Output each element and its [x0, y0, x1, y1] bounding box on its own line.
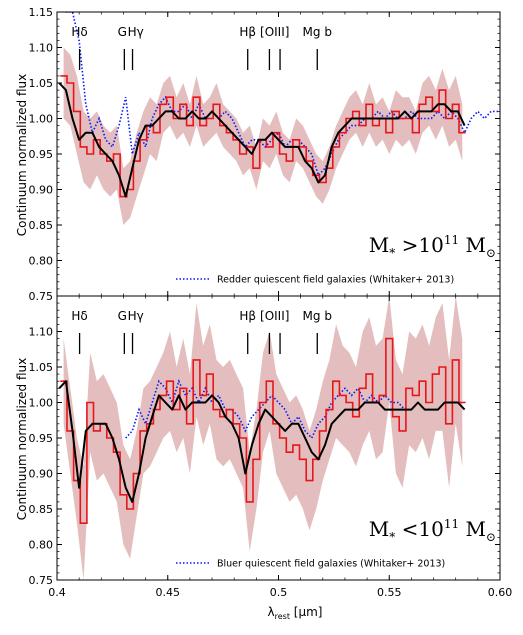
y-tick-label: 0.85	[29, 503, 54, 516]
panel-high-mass: Hδ G Hγ Hβ [OIII] Mg b 0.75 0.80 0.85 0.90 0.95 1.0…	[29, 6, 501, 303]
stack-series	[60, 337, 466, 524]
x-tick-label: 0.45	[156, 586, 181, 599]
spectral-line-label: Hγ	[128, 25, 144, 39]
y-tick-label: 1.05	[29, 361, 54, 374]
y-tick-label: 0.95	[29, 148, 54, 161]
legend-label: Redder quiescent field galaxies (Whitake…	[217, 275, 454, 286]
spectral-line-label: Hγ	[128, 309, 144, 323]
y-tick-label: 0.95	[29, 432, 54, 445]
y-tick-label: 1.10	[29, 42, 54, 55]
model-series	[58, 380, 466, 503]
y-axis-label-top: Continuum normalized flux	[15, 74, 29, 236]
spectral-line-label: Hδ	[71, 25, 87, 39]
spectral-line-label: Hβ	[239, 25, 256, 39]
spectral-line-label: Hδ	[71, 309, 87, 323]
y-tick-label: 0.80	[29, 255, 54, 268]
error-band	[63, 47, 463, 225]
legend-label: Bluer quiescent field galaxies (Whitaker…	[217, 559, 445, 570]
mass-label: M* >1011 M⊙	[369, 233, 496, 260]
x-axis-label: λrest [μm]	[268, 605, 323, 621]
y-tick-label: 1.00	[29, 397, 54, 410]
spectral-line-label: G	[118, 25, 127, 39]
spectral-line-label: Mg b	[303, 25, 332, 39]
y-axis-label-bottom: Continuum normalized flux	[15, 358, 29, 520]
y-tick-label: 0.75	[29, 290, 54, 303]
x-tick-label: 0.60	[488, 586, 513, 599]
error-band	[63, 296, 463, 580]
mass-label: M* <1011 M⊙	[369, 517, 496, 544]
y-tick-label: 0.90	[29, 468, 54, 481]
y-tick-label: 1.00	[29, 113, 54, 126]
y-tick-label: 1.10	[29, 326, 54, 339]
x-tick-label: 0.55	[377, 586, 402, 599]
model-series	[58, 82, 466, 198]
spectral-line-label: Mg b	[303, 309, 332, 323]
y-tick-label: 0.85	[29, 219, 54, 232]
plot-area	[58, 12, 498, 225]
y-tick-label: 0.80	[29, 539, 54, 552]
x-tick-label: 0.5	[270, 586, 288, 599]
x-tick-label: 0.4	[48, 586, 66, 599]
y-tick-label: 1.15	[29, 6, 54, 19]
spectral-line-label: [OIII]	[260, 25, 289, 39]
y-tick-label: 0.75	[29, 574, 54, 587]
spectral-line-label: [OIII]	[260, 309, 289, 323]
panel-low-mass: Hδ G Hγ Hβ [OIII] Mg b 0.75 0.80 0.85 0.90 0.95 1.0…	[29, 295, 513, 599]
plot-area	[58, 296, 466, 580]
y-tick-label: 1.05	[29, 77, 54, 90]
spectral-line-label: G	[118, 309, 127, 323]
y-tick-label: 0.90	[29, 184, 54, 197]
spectral-line-label: Hβ	[239, 309, 256, 323]
